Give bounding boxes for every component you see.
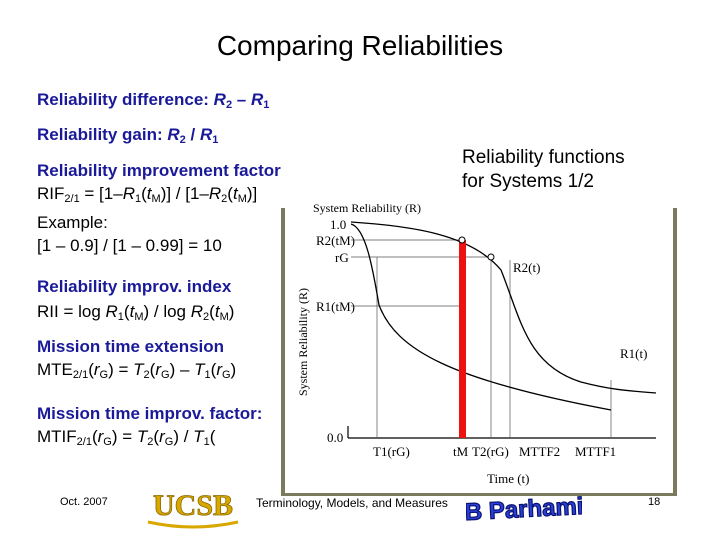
slide-title: Comparing Reliabilities [216, 30, 504, 61]
y-tick-rg: rG [335, 250, 349, 265]
x-axis-label: Time (t) [487, 471, 530, 486]
side-note: Reliability functions for Systems 1/2 [462, 146, 625, 194]
mte-formula: MTE2/1(rG) = T2(rG) – T1(rG) [37, 360, 237, 381]
series-r2-curve [350, 221, 657, 394]
series-label-r1: R1(t) [620, 346, 647, 361]
x-tick-mttf2: MTTF2 [519, 444, 560, 459]
series-r1-curve [350, 223, 612, 411]
y-tick-r2tm: R2(tM) [316, 233, 355, 248]
y-axis-label: System Reliability (R) [296, 288, 310, 396]
x-tick-t1rg: T1(rG) [373, 444, 410, 459]
footer-date: Oct. 2007 [60, 496, 108, 508]
side-note-line2: for Systems 1/2 [462, 171, 594, 192]
parhami-logo: B Parhami [466, 492, 582, 526]
rif-label: Reliability improvement factor [37, 161, 281, 180]
mtif-label: Mission time improv. factor: [37, 404, 263, 423]
y-tick-r1tm: R1(tM) [316, 299, 355, 314]
x-tick-mttf1: MTTF1 [575, 444, 616, 459]
chart-title: System Reliability (R) [313, 201, 421, 215]
reliability-difference: Reliability difference: R2 – R1 [37, 90, 270, 111]
point-r2tm [458, 236, 466, 244]
reliability-gain: Reliability gain: R2 / R1 [37, 125, 219, 146]
point-rg [487, 253, 495, 261]
ucsb-logo: UCSB [140, 482, 246, 534]
rii-label: Reliability improv. index [37, 277, 232, 296]
y-tick-1: 1.0 [330, 217, 346, 232]
svg-text:UCSB: UCSB [153, 489, 233, 522]
mission-time-bar [459, 240, 466, 438]
mtif-formula: MTIF2/1(rG) = T2(rG) / T1( [37, 427, 216, 448]
side-note-line1: Reliability functions [462, 147, 625, 168]
svg-text:B Parhami: B Parhami [466, 493, 582, 526]
x-tick-tm: tM [453, 444, 469, 459]
example-value: [1 – 0.9] / [1 – 0.99] = 10 [37, 236, 222, 255]
series-label-r2: R2(t) [513, 260, 540, 275]
rii-formula: RII = log R1(tM) / log R2(tM) [37, 302, 235, 323]
footer-center: Terminology, Models, and Measures [256, 496, 448, 510]
chart-background [285, 208, 673, 493]
rif-formula: RIF2/1 = [1–R1(tM)] / [1–R2(tM)] [37, 184, 258, 205]
footer-page-number: 18 [648, 496, 661, 508]
mte-label: Mission time extension [37, 337, 225, 356]
y-tick-0: 0.0 [327, 430, 343, 445]
x-tick-t2rg: T2(rG) [472, 444, 509, 459]
reliability-chart: System Reliability (R) System Reliabilit… [281, 201, 677, 496]
example-label: Example: [37, 213, 108, 232]
